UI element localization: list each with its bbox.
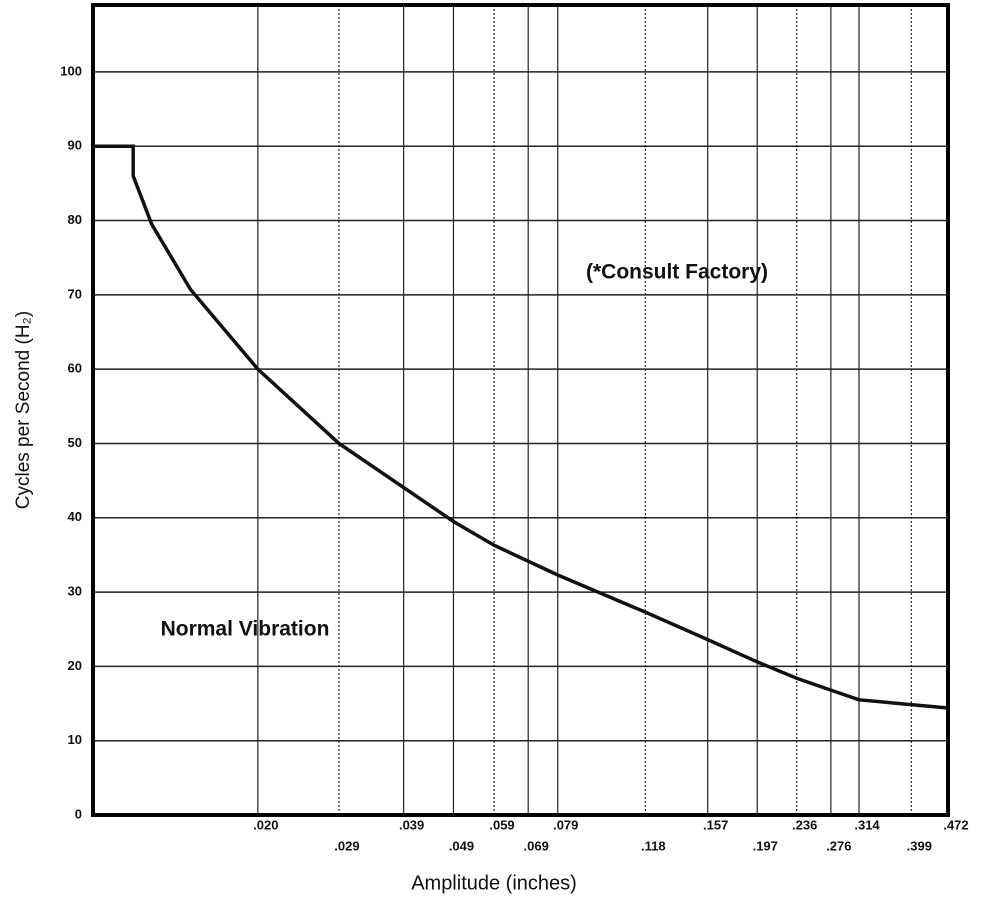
y-tick-label: 40	[68, 509, 82, 524]
curve	[93, 144, 949, 710]
plot-frame	[91, 3, 950, 817]
y-tick-label: 0	[75, 806, 82, 821]
annotation: Normal Vibration	[161, 618, 330, 641]
x-tick-label: .399	[907, 838, 932, 853]
y-tick-label: 90	[68, 138, 82, 153]
x-tick-label: .314	[854, 817, 880, 832]
x-tick-label: .276	[826, 838, 851, 853]
x-tick-label: .039	[399, 817, 424, 832]
x-tick-label: .049	[449, 838, 474, 853]
annotation: (*Consult Factory)	[586, 261, 768, 284]
y-axis-label: Cycles per Second (H₂)	[13, 311, 34, 510]
x-axis-label: Amplitude (inches)	[411, 872, 577, 894]
x-tick-label: .029	[334, 838, 359, 853]
x-tick-label: .059	[489, 817, 514, 832]
x-tick-label: .236	[792, 817, 817, 832]
y-tick-label: 80	[68, 212, 82, 227]
x-tick-label: .069	[524, 838, 549, 853]
y-tick-label: 30	[68, 584, 82, 599]
x-tick-label: .157	[703, 817, 728, 832]
x-tick-label: .197	[753, 838, 778, 853]
y-tick-label: 10	[68, 732, 82, 747]
x-tick-label: .472	[943, 817, 968, 832]
x-tick-label: .020	[253, 817, 278, 832]
x-tick-label: .079	[553, 817, 578, 832]
y-tick-label: 50	[68, 435, 82, 450]
y-tick-label: 20	[68, 658, 82, 673]
y-tick-label: 60	[68, 361, 82, 376]
y-tick-label: 100	[60, 63, 82, 78]
x-tick-label: .118	[641, 838, 666, 853]
y-tick-label: 70	[68, 286, 82, 301]
